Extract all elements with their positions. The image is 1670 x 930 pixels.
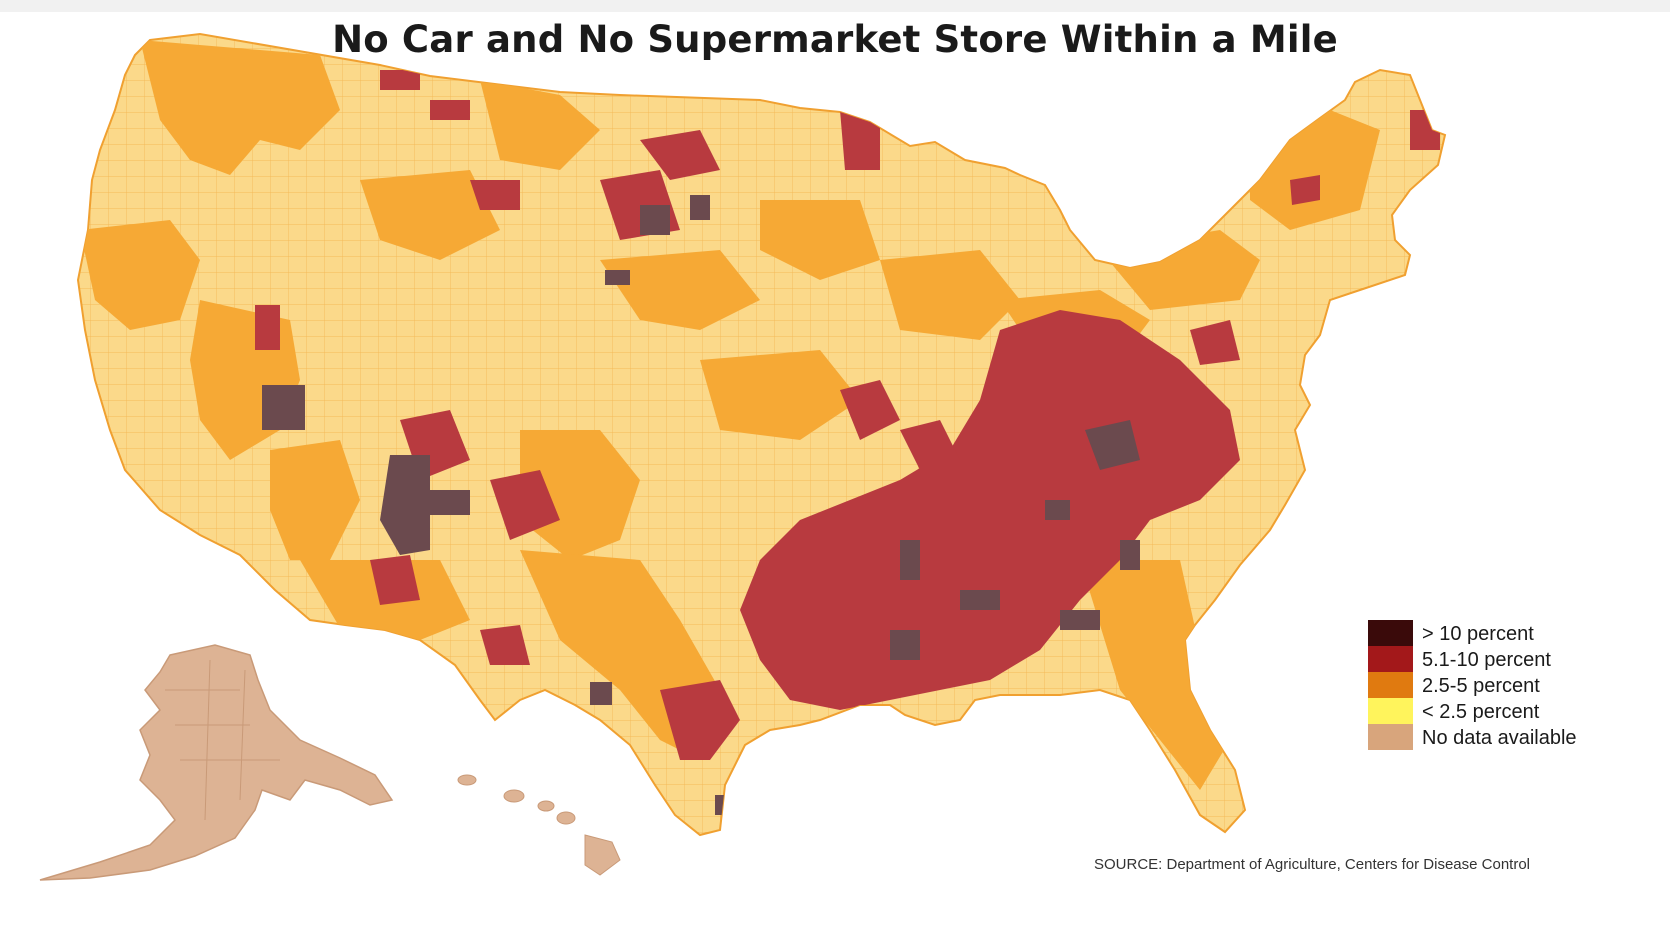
high-share-regions	[255, 70, 1440, 760]
very-high-share-regions	[262, 195, 1140, 815]
source-note: SOURCE: Department of Agriculture, Cente…	[1094, 856, 1531, 873]
legend-label: 2.5-5 percent	[1422, 675, 1540, 697]
legend-swatch-5-to-10	[1368, 646, 1413, 672]
hawaii-islands	[457, 774, 621, 876]
legend-label: No data available	[1422, 727, 1577, 749]
legend-label: < 2.5 percent	[1422, 701, 1540, 723]
legend-label: > 10 percent	[1422, 623, 1534, 645]
legend-label: 5.1-10 percent	[1422, 649, 1551, 671]
legend-swatch-over-10	[1368, 620, 1413, 646]
legend-swatch-under-2-5	[1368, 698, 1413, 724]
top-strip	[0, 0, 1670, 12]
legend-swatch-no-data	[1368, 724, 1413, 750]
map-title: No Car and No Supermarket Store Within a…	[332, 18, 1338, 61]
legend-swatch-2-5-to-5	[1368, 672, 1413, 698]
alaska-shape	[39, 644, 394, 881]
